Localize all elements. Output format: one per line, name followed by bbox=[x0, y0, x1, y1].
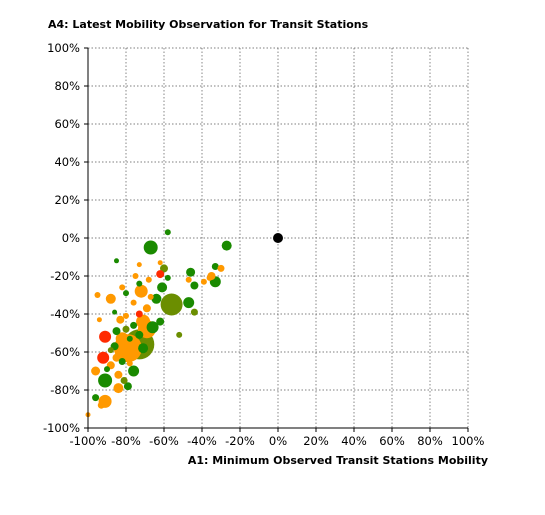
data-point bbox=[273, 233, 283, 243]
y-axis-ticks: 100% 80% 60% 40% 20% 0% -20% -40% -60% -80% -100% bbox=[43, 41, 88, 435]
data-point bbox=[145, 276, 152, 283]
data-point bbox=[164, 274, 171, 281]
data-point bbox=[105, 293, 116, 304]
data-point bbox=[122, 348, 130, 356]
data-point bbox=[94, 292, 101, 298]
data-point bbox=[206, 274, 213, 281]
x-axis-label: A1: Minimum Observed Transit Stations Mo… bbox=[188, 454, 488, 467]
data-point bbox=[128, 365, 140, 377]
data-point bbox=[97, 351, 110, 364]
x-tick-label: -80% bbox=[111, 434, 141, 448]
data-point bbox=[190, 281, 199, 290]
y-tick-label: -60% bbox=[50, 345, 80, 359]
data-point bbox=[221, 240, 232, 251]
data-point bbox=[104, 366, 110, 373]
data-point bbox=[160, 264, 168, 273]
data-point bbox=[132, 339, 139, 346]
y-tick-label: -20% bbox=[50, 269, 80, 283]
data-point bbox=[136, 314, 151, 329]
x-tick-label: 40% bbox=[341, 434, 367, 448]
gridlines bbox=[88, 47, 469, 428]
data-point bbox=[112, 327, 121, 336]
data-points bbox=[85, 229, 283, 418]
data-point bbox=[135, 330, 144, 339]
data-point bbox=[134, 284, 148, 298]
data-point bbox=[107, 347, 114, 354]
x-tick-label: -40% bbox=[187, 434, 217, 448]
x-tick-label: 60% bbox=[379, 434, 405, 448]
x-tick-label: 0% bbox=[269, 434, 287, 448]
data-point bbox=[136, 262, 142, 268]
data-point bbox=[126, 335, 133, 342]
data-point bbox=[114, 258, 119, 264]
y-tick-label: -100% bbox=[43, 421, 80, 435]
data-point bbox=[157, 282, 168, 293]
data-point bbox=[126, 360, 133, 367]
data-point bbox=[98, 373, 113, 388]
data-point bbox=[123, 312, 129, 319]
chart-title: A4: Latest Mobility Observation for Tran… bbox=[48, 18, 369, 31]
data-point bbox=[120, 377, 128, 384]
x-tick-label: 80% bbox=[417, 434, 443, 448]
y-tick-label: 20% bbox=[54, 193, 80, 207]
data-point bbox=[156, 317, 165, 326]
data-point bbox=[119, 284, 126, 291]
data-point bbox=[96, 317, 102, 323]
data-point bbox=[122, 325, 130, 333]
data-point bbox=[200, 278, 207, 285]
data-point bbox=[160, 293, 183, 316]
x-tick-label: 20% bbox=[303, 434, 329, 448]
data-point bbox=[186, 267, 196, 277]
data-point bbox=[132, 273, 139, 279]
data-point bbox=[156, 270, 165, 279]
data-point bbox=[97, 401, 105, 409]
data-point bbox=[147, 293, 154, 300]
y-tick-label: 0% bbox=[62, 231, 80, 245]
y-tick-label: -40% bbox=[50, 307, 80, 321]
y-tick-label: 80% bbox=[54, 79, 80, 93]
data-point bbox=[130, 299, 137, 306]
data-point bbox=[190, 308, 198, 316]
y-tick-label: -80% bbox=[50, 383, 80, 397]
data-point bbox=[217, 264, 225, 272]
data-point bbox=[99, 330, 112, 343]
x-tick-label: -60% bbox=[149, 434, 179, 448]
x-tick-label: 100% bbox=[452, 434, 485, 448]
data-point bbox=[164, 229, 171, 236]
data-point bbox=[135, 310, 143, 318]
data-point bbox=[151, 293, 162, 304]
data-point bbox=[92, 394, 100, 402]
data-point bbox=[118, 358, 126, 365]
data-point bbox=[176, 331, 183, 338]
data-point bbox=[114, 370, 123, 379]
data-point bbox=[142, 304, 151, 313]
data-point bbox=[157, 260, 163, 266]
data-point bbox=[123, 290, 129, 297]
data-point bbox=[185, 276, 192, 283]
x-tick-label: -100% bbox=[69, 434, 106, 448]
data-point bbox=[143, 240, 158, 255]
data-point bbox=[113, 383, 124, 394]
data-point bbox=[211, 263, 219, 270]
data-point bbox=[91, 366, 101, 376]
data-point bbox=[138, 343, 149, 354]
x-tick-label: -20% bbox=[225, 434, 255, 448]
y-tick-label: 100% bbox=[47, 41, 80, 55]
data-point bbox=[146, 321, 159, 334]
x-axis-ticks: -100% -80% -60% -40% -20% 0% 20% 40% 60% 80% 100% bbox=[69, 428, 485, 448]
y-tick-label: 60% bbox=[54, 117, 80, 131]
data-point bbox=[116, 315, 125, 324]
data-point bbox=[123, 382, 132, 391]
y-tick-label: 40% bbox=[54, 155, 80, 169]
data-point bbox=[112, 353, 121, 362]
data-point bbox=[136, 280, 143, 287]
data-point bbox=[130, 321, 138, 329]
data-point bbox=[112, 309, 118, 315]
data-point bbox=[183, 297, 195, 309]
data-point bbox=[115, 332, 129, 346]
